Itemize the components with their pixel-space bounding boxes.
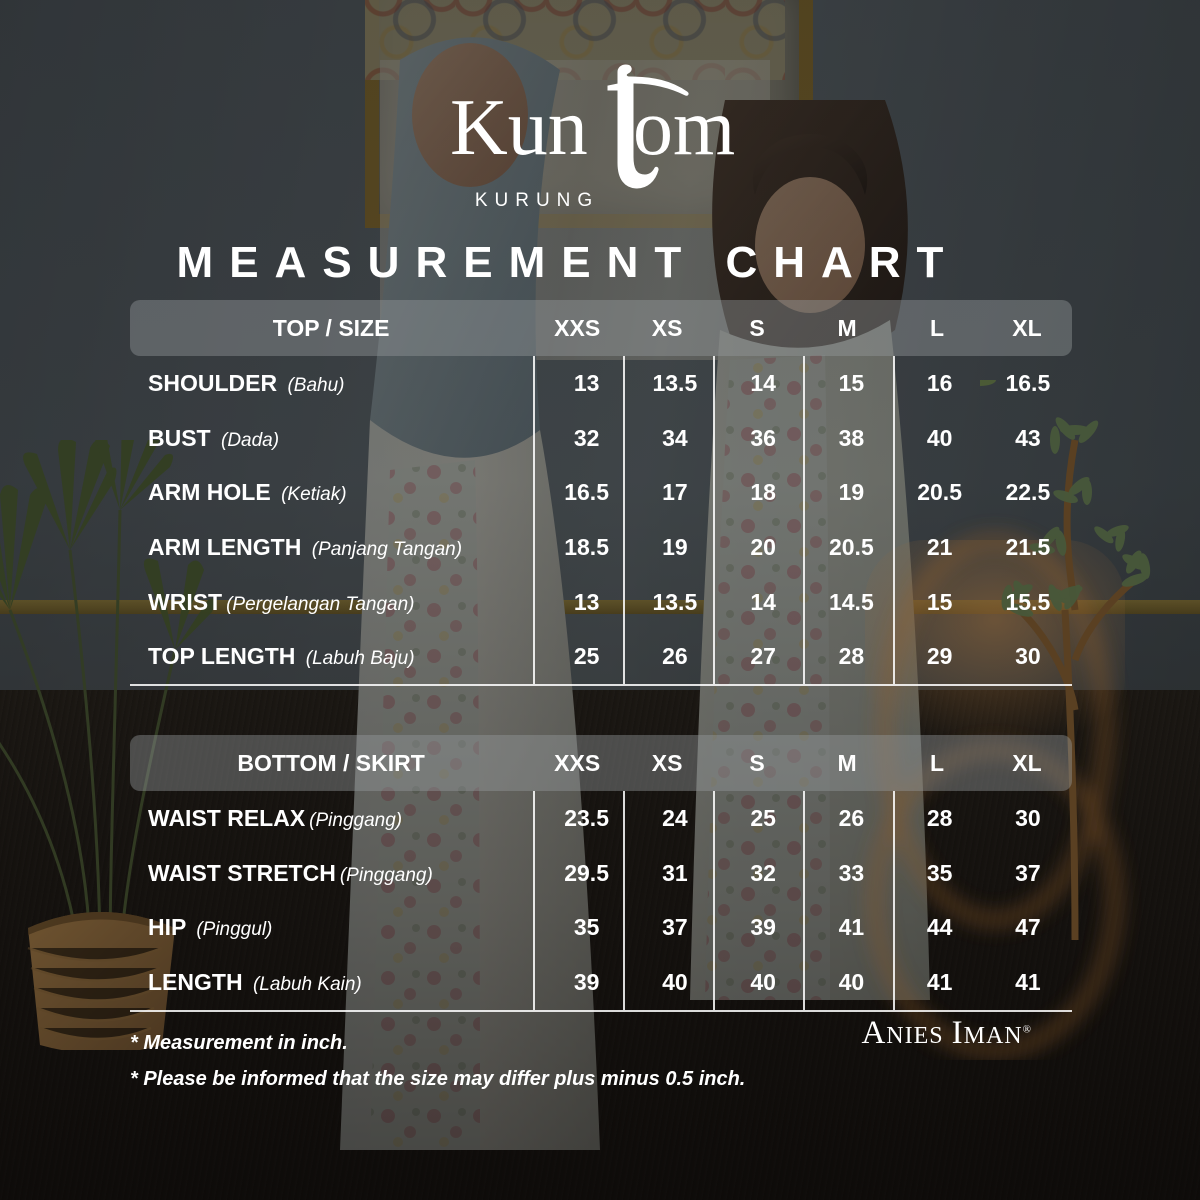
svg-text:Kun: Kun <box>450 84 588 172</box>
svg-text:om: om <box>633 84 735 172</box>
